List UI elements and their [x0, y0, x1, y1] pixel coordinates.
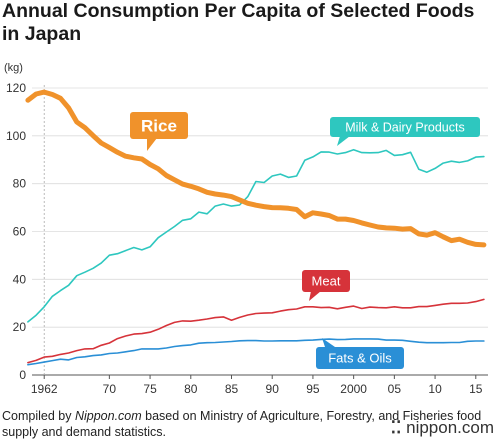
chart-title: Annual Consumption Per Capita of Selecte… — [2, 0, 475, 45]
series-line-meat — [27, 298, 485, 364]
y-tick-label: 0 — [19, 368, 26, 382]
x-tick-label: 70 — [103, 382, 117, 396]
series-label-meat: Meat — [302, 270, 350, 301]
x-tick-label: 05 — [388, 382, 402, 396]
label-box — [130, 112, 188, 139]
label-box — [316, 347, 404, 369]
y-tick-label: 20 — [13, 320, 27, 334]
source-site: Nippon.com — [74, 409, 142, 423]
label-text: Fats & Oils — [328, 351, 392, 366]
brand-logo: ⁚⁚ nippon.com — [391, 418, 494, 438]
x-tick-label: 10 — [428, 382, 442, 396]
y-tick-label: 100 — [6, 129, 26, 143]
series-label-rice: Rice — [130, 112, 188, 151]
label-text: Meat — [312, 274, 341, 289]
series-label-fats-oils: Fats & Oils — [316, 338, 404, 369]
series-line-milk-dairy — [27, 148, 485, 323]
x-tick-label: 15 — [469, 382, 483, 396]
x-tick-label: 75 — [143, 382, 157, 396]
label-box — [330, 117, 480, 137]
brand-text: nippon.com — [406, 418, 494, 437]
y-tick-label: 40 — [13, 272, 27, 286]
series-line-fats-oils — [27, 338, 485, 366]
y-axis-unit: (kg) — [4, 62, 23, 74]
brand-mark-icon: ⁚⁚ — [390, 418, 402, 437]
label-text: Milk & Dairy Products — [345, 121, 464, 135]
y-tick-label: 120 — [6, 81, 26, 95]
source-note: Compiled by Nippon.com based on Ministry… — [2, 408, 500, 440]
series-label-milk-dairy: Milk & Dairy Products — [330, 117, 480, 146]
source-suffix: based on Ministry of Agriculture, Forest… — [2, 409, 482, 439]
y-tick-label: 80 — [13, 177, 27, 191]
label-pointer — [322, 338, 335, 347]
series-line-rice — [25, 89, 487, 248]
line-chart: 0 20 40 60 80 100 120 1962 70 75 80 85 90 95 2000 05 10 1… — [6, 81, 488, 396]
x-tick-label: 80 — [184, 382, 198, 396]
x-tick-label: 90 — [266, 382, 280, 396]
source-prefix: Compiled by — [2, 409, 75, 423]
x-tick-label: 95 — [306, 382, 320, 396]
x-tick-label: 2000 — [340, 382, 367, 396]
x-tick-label: 85 — [225, 382, 239, 396]
label-pointer — [147, 138, 157, 151]
label-box — [302, 270, 350, 292]
label-pointer — [337, 136, 350, 146]
x-tick-label: 1962 — [31, 382, 58, 396]
label-pointer — [309, 291, 321, 301]
y-tick-label: 60 — [13, 225, 27, 239]
label-text: Rice — [141, 117, 177, 136]
